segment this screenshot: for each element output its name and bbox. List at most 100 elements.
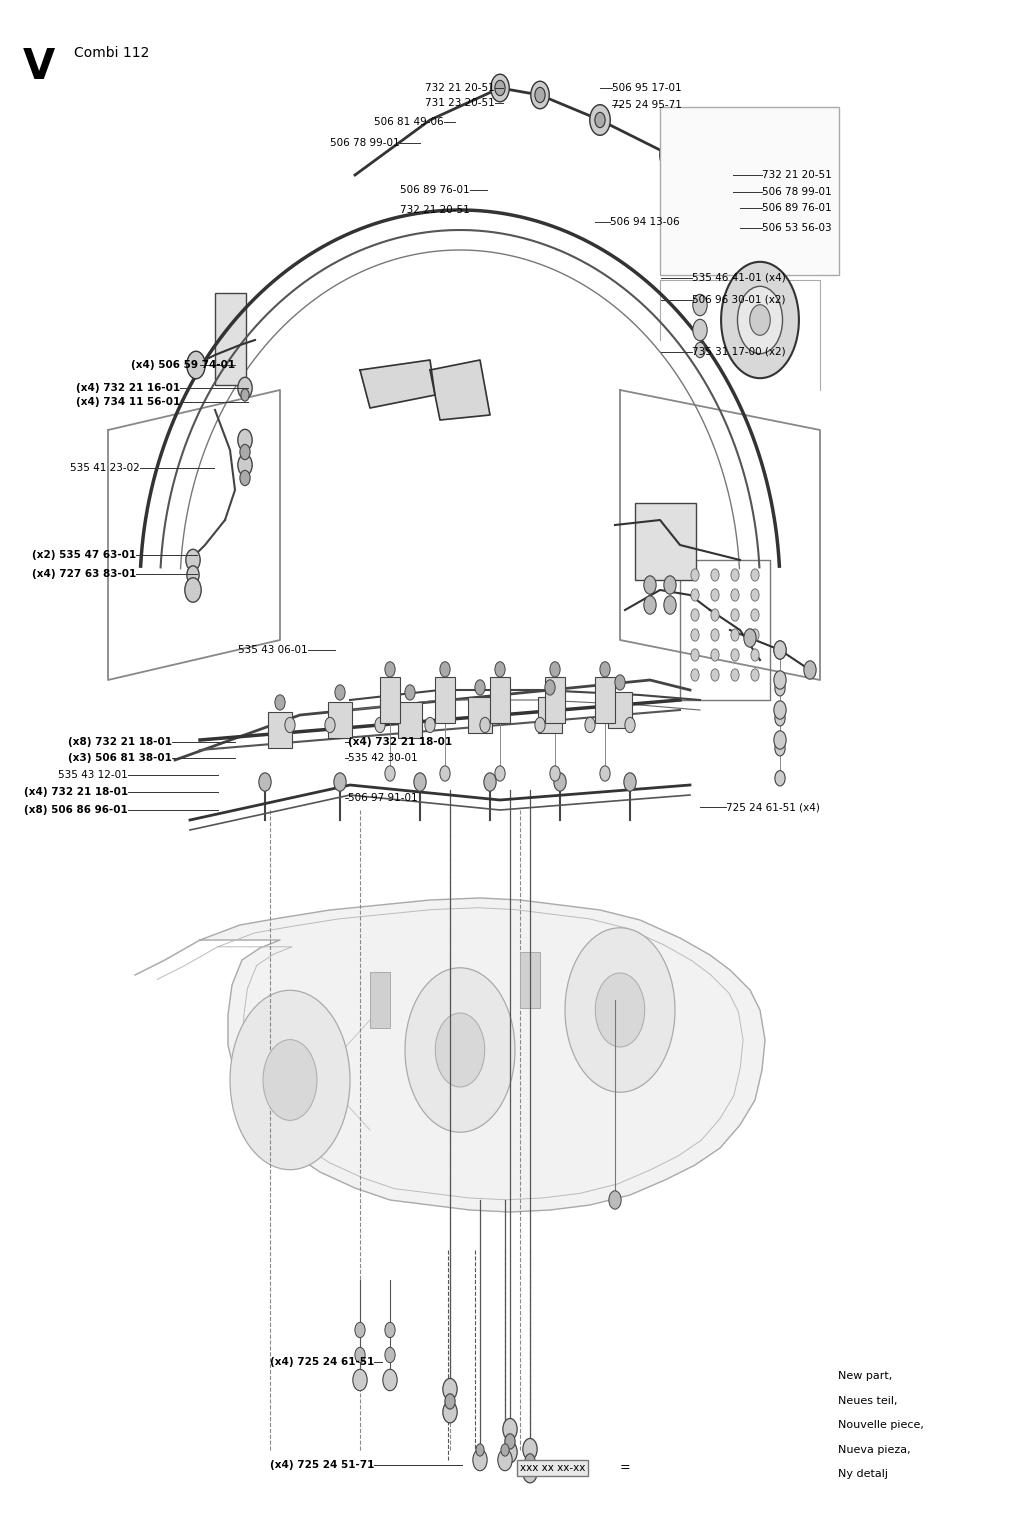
Circle shape xyxy=(238,377,252,398)
Circle shape xyxy=(693,294,708,315)
Circle shape xyxy=(440,661,451,677)
Polygon shape xyxy=(135,899,765,1213)
Text: 535 43 06-01: 535 43 06-01 xyxy=(239,645,308,655)
Circle shape xyxy=(711,629,719,641)
Circle shape xyxy=(414,773,426,792)
Text: xxx xx xx-xx: xxx xx xx-xx xyxy=(520,1464,586,1473)
Circle shape xyxy=(535,718,545,733)
Circle shape xyxy=(230,991,350,1170)
Circle shape xyxy=(691,589,699,602)
Circle shape xyxy=(385,661,395,677)
Text: 725 24 61-51 (x4): 725 24 61-51 (x4) xyxy=(726,802,820,811)
Text: 725 24 95-71: 725 24 95-71 xyxy=(612,100,682,110)
Circle shape xyxy=(790,187,800,202)
Text: 732 21 20-51: 732 21 20-51 xyxy=(400,205,470,214)
Text: 535 41 23-02: 535 41 23-02 xyxy=(71,462,140,473)
Circle shape xyxy=(385,1372,395,1387)
Text: 506 95 17-01: 506 95 17-01 xyxy=(612,83,682,93)
Circle shape xyxy=(355,1347,366,1363)
Text: (x8) 506 86 96-01: (x8) 506 86 96-01 xyxy=(25,805,128,814)
Circle shape xyxy=(721,262,799,378)
Bar xyxy=(435,677,456,723)
Circle shape xyxy=(534,86,546,104)
Circle shape xyxy=(263,1040,317,1121)
Text: 506 94 13-06: 506 94 13-06 xyxy=(610,217,680,227)
Circle shape xyxy=(750,305,770,335)
Bar xyxy=(545,677,565,723)
Circle shape xyxy=(240,444,250,459)
Text: 506 97 91-01: 506 97 91-01 xyxy=(348,793,418,802)
Bar xyxy=(215,292,246,384)
Circle shape xyxy=(665,147,675,162)
Circle shape xyxy=(711,669,719,681)
Text: 732 21 20-51: 732 21 20-51 xyxy=(762,170,831,181)
Circle shape xyxy=(795,233,805,248)
Circle shape xyxy=(774,701,786,720)
Circle shape xyxy=(774,641,786,660)
Circle shape xyxy=(473,1450,487,1471)
Circle shape xyxy=(259,773,271,792)
Circle shape xyxy=(355,1323,366,1338)
Circle shape xyxy=(385,1347,395,1363)
Text: Combi 112: Combi 112 xyxy=(74,46,150,60)
Circle shape xyxy=(334,773,346,792)
Circle shape xyxy=(353,1369,368,1390)
Circle shape xyxy=(535,87,545,103)
Circle shape xyxy=(274,695,285,710)
Text: Neues teil,: Neues teil, xyxy=(838,1396,897,1405)
Circle shape xyxy=(751,589,759,602)
Bar xyxy=(370,972,390,1027)
Text: 535 42 30-01: 535 42 30-01 xyxy=(348,753,418,762)
Circle shape xyxy=(721,161,739,188)
Circle shape xyxy=(609,1191,622,1209)
Circle shape xyxy=(600,661,610,677)
Bar xyxy=(489,677,510,723)
Circle shape xyxy=(503,1441,517,1462)
Text: (x4) 732 21 16-01: (x4) 732 21 16-01 xyxy=(76,383,180,393)
Bar xyxy=(595,677,615,723)
Bar xyxy=(267,712,292,749)
Circle shape xyxy=(498,1450,512,1471)
Circle shape xyxy=(600,766,610,781)
Polygon shape xyxy=(360,360,435,407)
Circle shape xyxy=(720,159,740,190)
Circle shape xyxy=(444,1393,455,1409)
Circle shape xyxy=(775,770,785,785)
Circle shape xyxy=(523,1462,538,1484)
Circle shape xyxy=(505,1433,515,1448)
Circle shape xyxy=(731,629,739,641)
Circle shape xyxy=(711,570,719,582)
Circle shape xyxy=(501,1444,509,1456)
Text: Ny detalj: Ny detalj xyxy=(838,1470,888,1479)
Circle shape xyxy=(695,343,706,358)
Circle shape xyxy=(593,109,607,130)
Circle shape xyxy=(476,1444,484,1456)
Circle shape xyxy=(659,139,680,170)
Circle shape xyxy=(723,164,737,185)
Circle shape xyxy=(774,730,786,749)
Circle shape xyxy=(406,968,515,1133)
Circle shape xyxy=(691,609,699,622)
Circle shape xyxy=(743,629,756,648)
Text: New part,: New part, xyxy=(838,1372,892,1381)
Circle shape xyxy=(625,718,635,733)
Circle shape xyxy=(184,577,201,602)
Circle shape xyxy=(565,928,675,1092)
Circle shape xyxy=(186,351,205,378)
Circle shape xyxy=(238,429,252,450)
Text: 732 21 20-51: 732 21 20-51 xyxy=(425,83,495,93)
Circle shape xyxy=(185,550,200,571)
Circle shape xyxy=(241,389,249,401)
Circle shape xyxy=(711,609,719,622)
Circle shape xyxy=(442,1378,457,1399)
Text: (x8) 732 21 18-01: (x8) 732 21 18-01 xyxy=(68,736,172,747)
Bar xyxy=(380,677,400,723)
Circle shape xyxy=(442,1401,457,1422)
Circle shape xyxy=(662,142,678,167)
Circle shape xyxy=(731,589,739,602)
Circle shape xyxy=(590,104,610,135)
Circle shape xyxy=(495,766,505,781)
Circle shape xyxy=(711,649,719,661)
Circle shape xyxy=(731,649,739,661)
Circle shape xyxy=(335,684,345,700)
